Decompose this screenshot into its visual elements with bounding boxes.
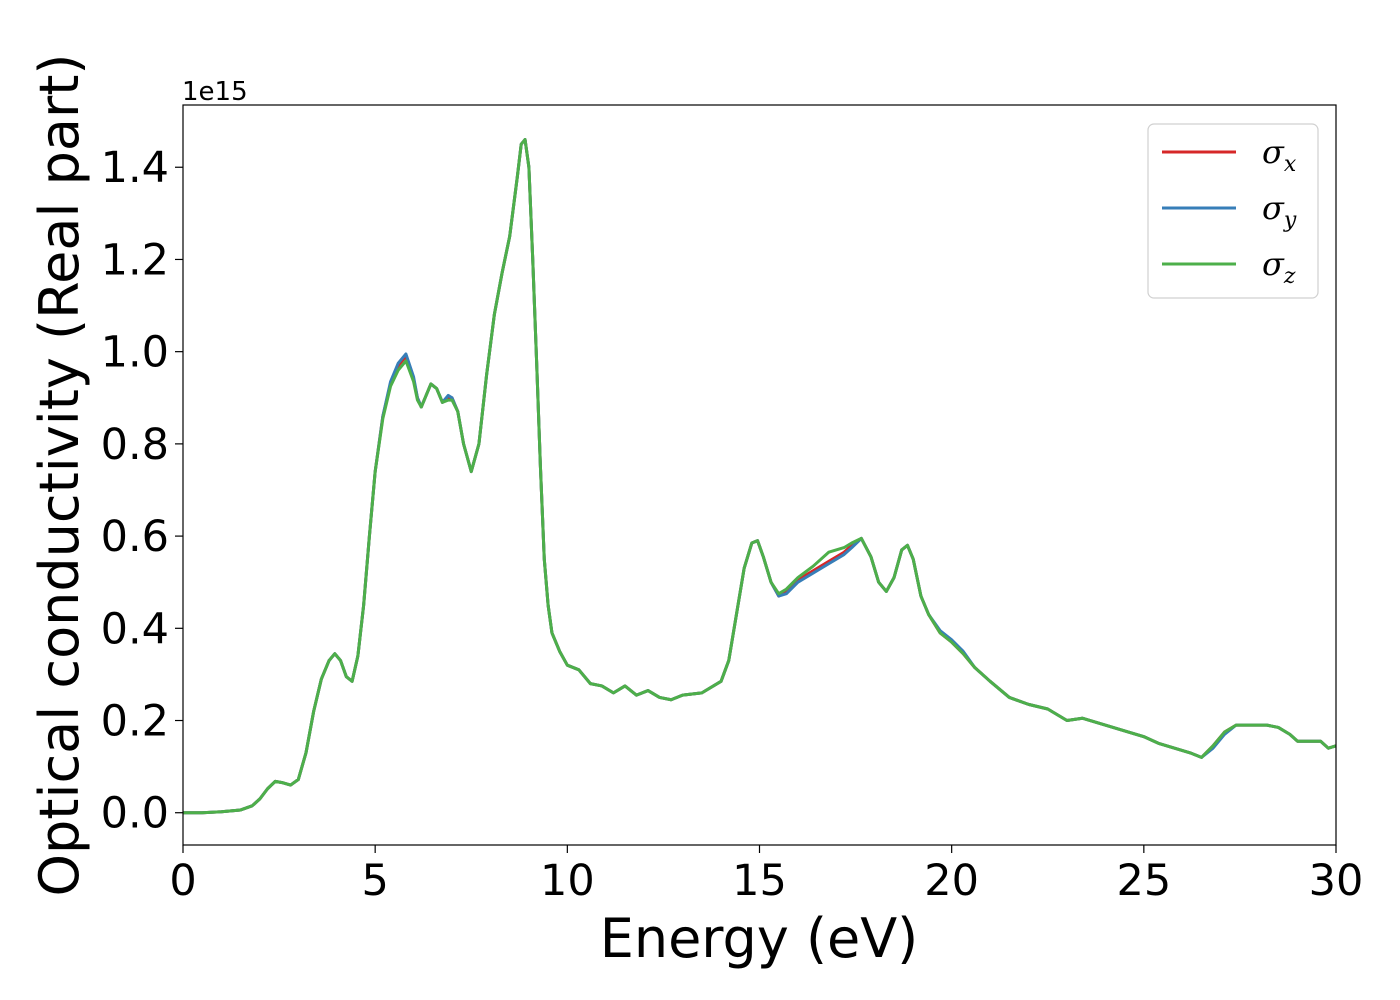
legend-frame <box>1147 123 1319 299</box>
x-axis-label: Energy (eV) <box>600 907 919 970</box>
x-tick-label: 10 <box>540 856 595 906</box>
y-offset-label: 1e15 <box>182 77 248 107</box>
y-tick-label: 0.4 <box>101 604 169 654</box>
x-axis: 0 5 10 15 20 25 30 <box>169 845 1363 906</box>
series-line-σz <box>183 138 1336 815</box>
series-layer <box>183 138 1336 815</box>
y-tick-label: 0.8 <box>101 420 169 470</box>
x-tick-label: 5 <box>361 856 388 906</box>
y-tick-label: 0.2 <box>101 697 169 747</box>
y-axis: 0.0 0.2 0.4 0.6 0.8 1.0 1.2 1.4 <box>101 143 183 839</box>
x-tick-label: 0 <box>169 856 196 906</box>
legend-label: σz <box>1262 245 1296 289</box>
x-tick-label: 30 <box>1309 856 1364 906</box>
x-tick-label: 15 <box>732 856 787 906</box>
x-tick-label: 20 <box>924 856 979 906</box>
y-tick-label: 0.0 <box>101 789 169 839</box>
x-tick-label: 25 <box>1116 856 1171 906</box>
y-axis-label: Optical conductivity (Real part) <box>28 54 91 897</box>
legend-label: σx <box>1262 133 1297 177</box>
legend-label: σy <box>1262 189 1297 233</box>
y-tick-label: 1.4 <box>101 143 169 193</box>
y-tick-label: 0.6 <box>101 512 169 562</box>
y-tick-label: 1.2 <box>101 235 169 285</box>
legend: σx σy σz <box>1147 123 1319 299</box>
y-tick-label: 1.0 <box>101 328 169 378</box>
